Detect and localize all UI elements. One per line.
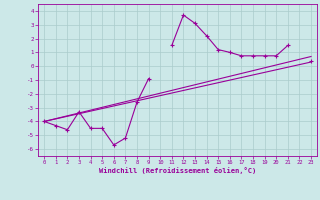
X-axis label: Windchill (Refroidissement éolien,°C): Windchill (Refroidissement éolien,°C) [99,167,256,174]
